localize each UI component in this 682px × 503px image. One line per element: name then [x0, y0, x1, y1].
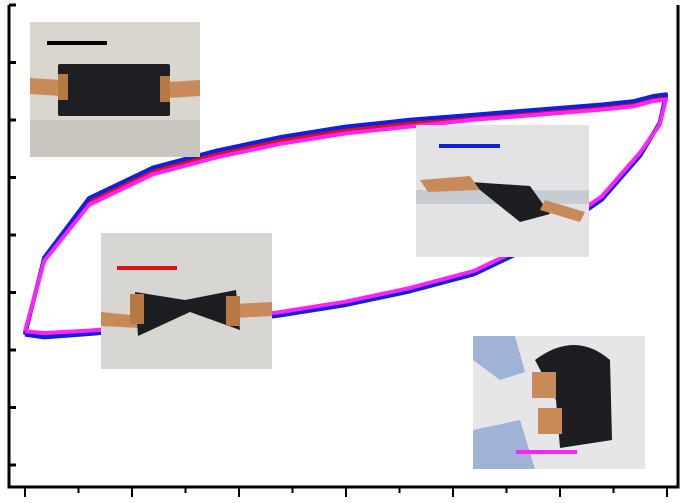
inset-wrapped-film — [416, 125, 589, 257]
inset-twisted-film — [101, 233, 272, 369]
plot-axes — [7, 3, 680, 497]
x-ticks — [24, 487, 668, 497]
plot-frame — [7, 5, 680, 489]
y-ticks — [9, 3, 16, 467]
inset-flat-film — [30, 22, 200, 157]
inset-bent-film — [473, 336, 645, 469]
